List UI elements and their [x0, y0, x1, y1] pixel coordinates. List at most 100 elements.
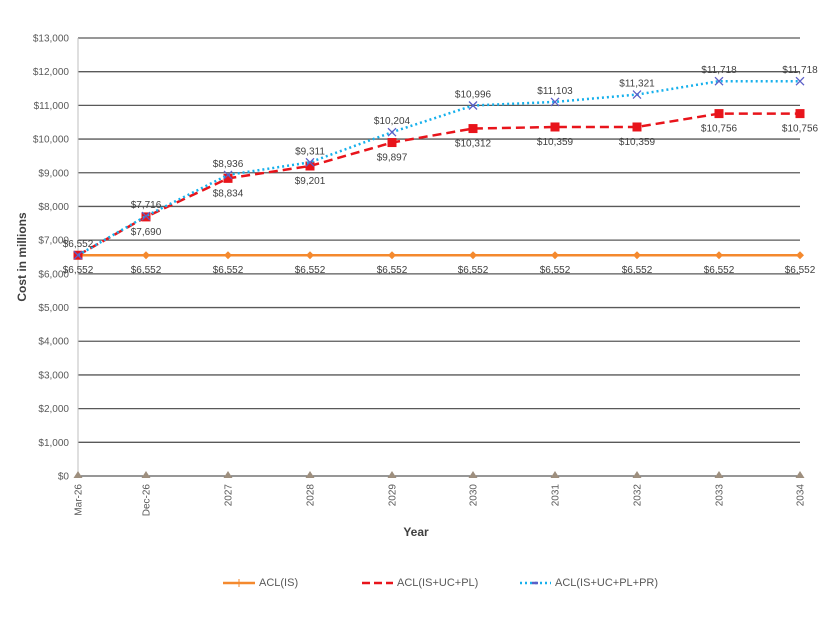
x-marker [632, 90, 642, 100]
dashed-line-square-icon [362, 581, 393, 585]
y-tick-label: $0 [58, 472, 70, 483]
triangle-marker [468, 471, 478, 478]
data-label: $6,552 [295, 265, 326, 276]
x-tick-label: 2029 [388, 484, 399, 507]
triangle-marker [73, 471, 83, 478]
series-acl-is-uc-pl [73, 109, 805, 260]
legend-item-acl-is-uc-pl-pr[interactable]: ACL(IS+UC+PL+PR) [518, 577, 658, 589]
data-label: $6,552 [704, 265, 735, 276]
x-tick-label: 2028 [306, 484, 317, 507]
triangle-marker [223, 471, 233, 478]
diamond-marker [142, 251, 150, 260]
legend-label: ACL(IS+UC+PL+PR) [555, 577, 659, 589]
diamond-marker [469, 251, 477, 260]
data-label: $10,359 [619, 137, 656, 148]
series-line [77, 79, 800, 257]
series-acl-is-uc-pl-pr [73, 76, 805, 260]
data-label: $6,552 [622, 265, 653, 276]
diamond-marker [551, 251, 559, 260]
diamond-marker [388, 251, 396, 260]
legend-label: ACL(IS) [259, 577, 299, 589]
data-labels: $6,552 $6,552 $6,552 $6,552 $6,552 $6,552 $6,5… [63, 65, 819, 276]
legend: ACL(IS) ACL(IS+UC+PL) ACL(IS+UC+PL+PR) [0, 577, 826, 597]
x-tick-label: 2033 [715, 484, 726, 507]
y-axis: $0 $1,000 $2,000 $3,000 $4,000 $5,000 $6,000 $7… [33, 34, 79, 483]
x-tick-label: 2034 [796, 484, 807, 507]
data-label: $10,312 [455, 139, 492, 150]
y-tick-label: $11,000 [34, 101, 70, 112]
data-label: $10,756 [701, 124, 738, 135]
x-axis: Mar-26 Dec-26 2027 2028 2029 2030 2031 2032 2033… [74, 484, 807, 517]
series-baseline [73, 471, 805, 478]
square-marker [632, 122, 642, 132]
data-label: $11,321 [619, 79, 655, 90]
data-label: $9,897 [377, 153, 408, 164]
diamond-marker [715, 251, 723, 260]
data-label: $11,718 [701, 65, 737, 76]
data-label: $6,552 [377, 265, 408, 276]
x-marker [550, 97, 560, 107]
data-label: $6,552 [785, 265, 816, 276]
square-marker [223, 173, 233, 183]
x-marker [141, 211, 151, 221]
x-marker [387, 127, 397, 137]
x-marker [305, 157, 315, 167]
y-axis-title: Cost in millions [15, 212, 29, 302]
data-label: $8,936 [213, 159, 244, 170]
x-marker [714, 76, 724, 86]
diamond-marker [796, 251, 804, 260]
legend-label: ACL(IS+UC+PL) [397, 577, 479, 589]
series-layer [73, 76, 805, 478]
triangle-marker [632, 471, 642, 478]
y-tick-label: $6,000 [38, 269, 69, 280]
square-marker [795, 109, 805, 119]
x-tick-label: 2027 [224, 484, 235, 507]
square-marker [468, 124, 478, 134]
data-label: $8,834 [213, 188, 244, 199]
triangle-marker [795, 471, 805, 478]
data-label: $10,359 [537, 137, 574, 148]
triangle-marker [305, 471, 315, 478]
y-tick-label: $5,000 [38, 303, 69, 314]
x-marker [223, 170, 233, 180]
data-label: $6,552 [131, 265, 162, 276]
y-tick-label: $13,000 [33, 34, 70, 45]
x-tick-label: 2031 [551, 484, 562, 507]
legend-item-acl-is-uc-pl[interactable]: ACL(IS+UC+PL) [360, 577, 478, 589]
square-marker [550, 122, 560, 132]
dotted-line-x-icon [520, 581, 551, 585]
gridlines [78, 37, 800, 477]
triangle-marker [387, 471, 397, 478]
y-tick-label: $10,000 [33, 135, 70, 146]
x-tick-label: Mar-26 [74, 484, 85, 516]
y-tick-label: $8,000 [38, 202, 69, 213]
data-label: $10,204 [374, 116, 411, 127]
triangle-marker [550, 471, 560, 478]
y-tick-label: $1,000 [38, 438, 69, 449]
diamond-marker [633, 251, 641, 260]
data-label: $6,552 [213, 265, 244, 276]
data-label: $6,552 [458, 265, 489, 276]
data-label: $11,718 [782, 65, 818, 76]
series-line [77, 112, 800, 257]
data-label: $6,552 [540, 265, 571, 276]
data-label: $7,716 [131, 200, 162, 211]
data-label: $9,201 [295, 176, 326, 187]
diamond-marker [224, 251, 232, 260]
data-label: $6,552 [63, 265, 94, 276]
diamond-marker [306, 251, 314, 260]
data-label: $10,756 [782, 124, 819, 135]
data-label: $6,552 [63, 239, 94, 250]
solid-line-diamond-icon [223, 579, 255, 587]
y-tick-label: $12,000 [33, 67, 70, 78]
triangle-marker [714, 471, 724, 478]
y-tick-label: $2,000 [38, 404, 69, 415]
x-tick-label: 2030 [469, 484, 480, 507]
data-label: $11,103 [537, 86, 573, 97]
x-tick-label: 2032 [633, 484, 644, 507]
y-tick-label: $4,000 [38, 337, 69, 348]
square-marker [387, 138, 397, 148]
legend-item-acl-is[interactable]: ACL(IS) [222, 577, 298, 589]
data-label: $9,311 [295, 146, 325, 157]
